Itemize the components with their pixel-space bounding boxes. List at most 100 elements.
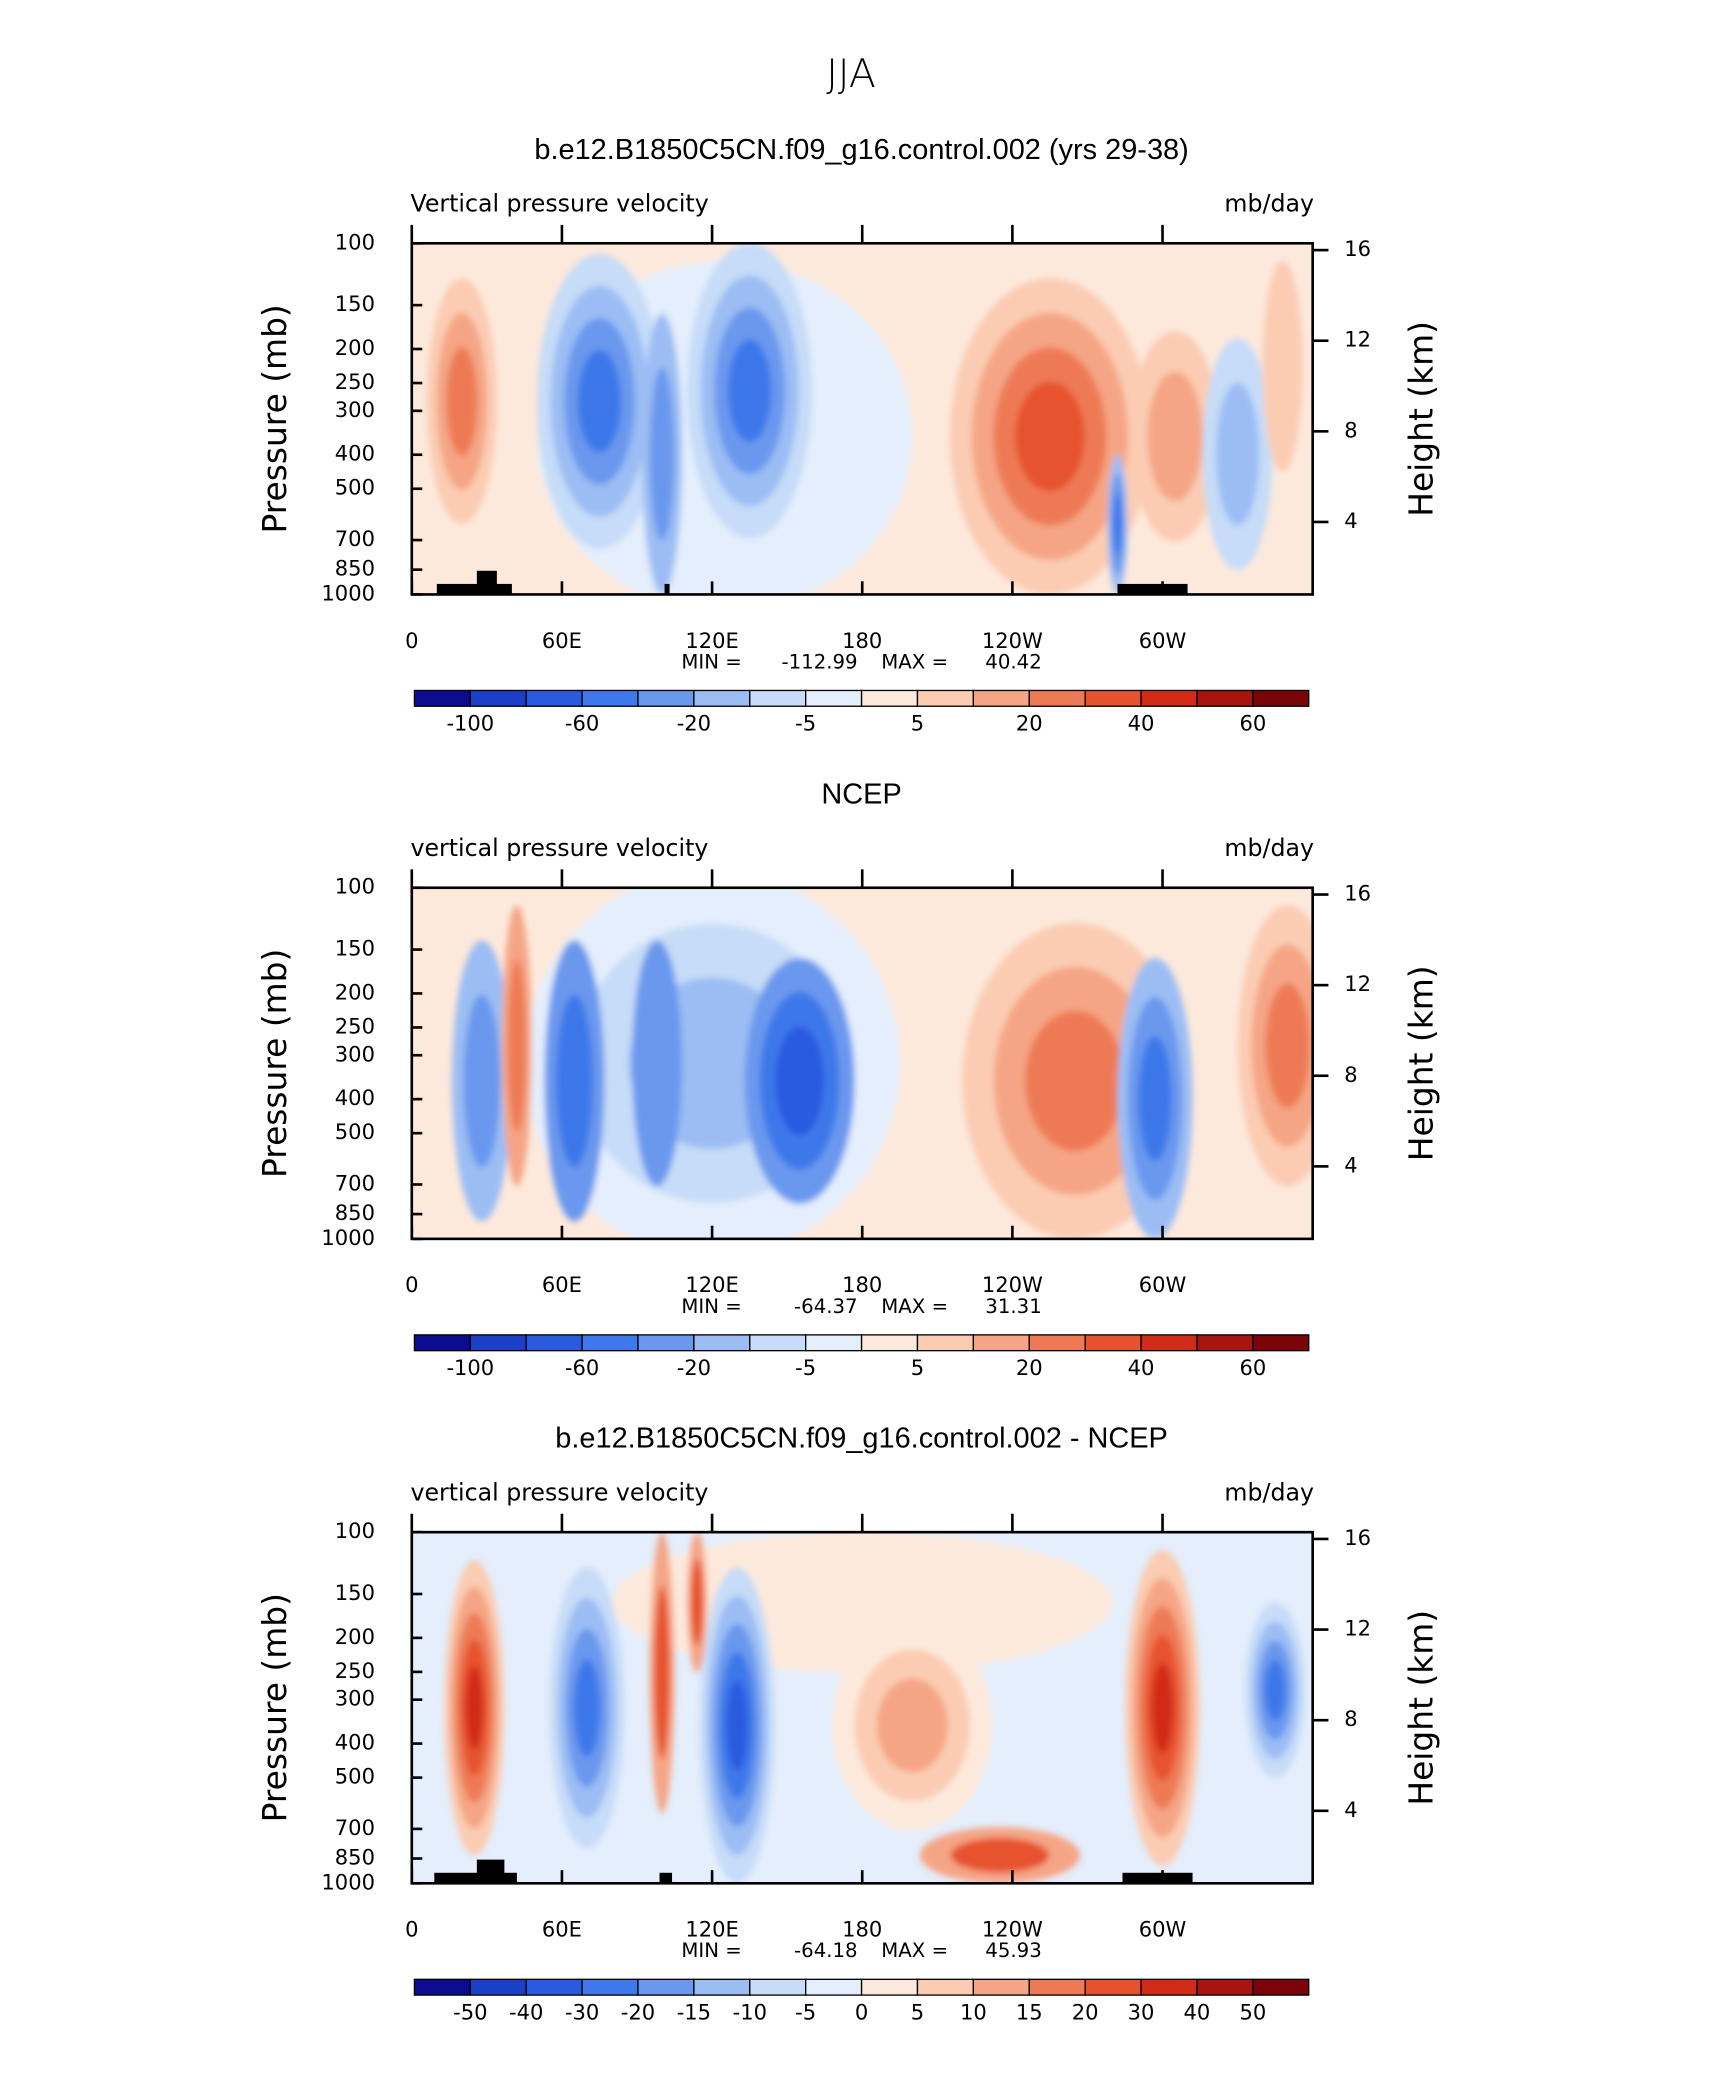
topography (1117, 583, 1188, 595)
colorbar-box (1028, 1978, 1086, 1996)
colorbar-label: 40 (1128, 1355, 1155, 1380)
y-axis-title: Pressure (mb) (255, 1593, 294, 1822)
colorbar-label: 20 (1016, 1355, 1043, 1380)
min-label: MIN = (681, 650, 741, 673)
colorbar-label: -100 (446, 711, 494, 736)
y2-tick-label: 4 (1344, 1152, 1357, 1177)
contour-region (1262, 260, 1303, 472)
colorbar-box (693, 1978, 751, 1996)
colorbar-label: -5 (795, 1355, 816, 1380)
colorbar-label: -100 (446, 1355, 494, 1380)
topography (434, 1872, 517, 1884)
contour-region (577, 350, 622, 453)
y-tick-label: 850 (335, 1200, 375, 1225)
y2-tick-label: 12 (1344, 327, 1371, 352)
x-tick-label: 120E (685, 628, 738, 653)
variable-label: Vertical pressure velocity (410, 190, 708, 218)
panel: NCEP vertical pressure velocity mb/day 0 60E… (255, 778, 1441, 1380)
y-tick-label: 300 (335, 1041, 375, 1066)
colorbar-label: -30 (565, 2000, 599, 2025)
panel-title: b.e12.B1850C5CN.f09_g16.control.002 - NC… (555, 1423, 1168, 1455)
colorbar-label: 60 (1239, 711, 1266, 736)
contour-region (1015, 381, 1085, 492)
y-tick-label: 1000 (321, 1869, 375, 1894)
colorbar-label: -5 (795, 711, 816, 736)
colorbar-box (693, 689, 751, 707)
figure-title: JJA (826, 51, 876, 97)
x-tick-label: 60W (1139, 1272, 1187, 1297)
topography (476, 1859, 505, 1884)
colorbar-label: -20 (677, 711, 711, 736)
y-tick-label: 300 (335, 397, 375, 422)
y-tick-label: 700 (335, 526, 375, 551)
y-tick-label: 200 (335, 1624, 375, 1649)
y-tick-label: 250 (335, 1658, 375, 1683)
colorbar-box (637, 689, 695, 707)
topography (664, 583, 670, 595)
units-label: mb/day (1224, 1479, 1314, 1507)
y2-tick-label: 16 (1344, 236, 1371, 261)
y2-tick-label: 8 (1344, 1706, 1357, 1731)
colorbar-label: -60 (565, 711, 599, 736)
colorbar-box (805, 1978, 863, 1996)
y-tick-label: 1000 (321, 580, 375, 605)
colorbar-label: 5 (911, 2000, 924, 2025)
colorbar-box (525, 1978, 583, 1996)
colorbar-label: 60 (1239, 1355, 1266, 1380)
y2-tick-label: 4 (1344, 1797, 1357, 1822)
y-tick-label: 400 (335, 1730, 375, 1755)
colorbar-box (749, 689, 807, 707)
colorbar-box (581, 1334, 639, 1352)
x-tick-label: 0 (405, 628, 418, 653)
y-tick-label: 100 (335, 1518, 375, 1543)
x-tick-label: 180 (842, 1272, 882, 1297)
y-axis-title: Pressure (mb) (255, 304, 294, 533)
y2-axis-title: Height (km) (1402, 965, 1441, 1161)
colorbar-label: 40 (1184, 2000, 1211, 2025)
colorbar-box (916, 1978, 975, 1996)
y-tick-label: 150 (335, 291, 375, 316)
y-tick-label: 500 (335, 1764, 375, 1789)
min-value: -64.37 (794, 1295, 858, 1318)
x-tick-label: 120W (982, 1272, 1043, 1297)
colorbar-label: 50 (1239, 2000, 1266, 2025)
contour-region (727, 339, 772, 443)
units-label: mb/day (1224, 190, 1314, 218)
colorbar-box (1140, 1334, 1198, 1352)
colorbar-label: 30 (1128, 2000, 1155, 2025)
colorbar-box (1028, 689, 1086, 707)
x-tick-label: 120E (685, 1272, 738, 1297)
contour-region (1151, 1662, 1174, 1753)
colorbar-box (581, 1978, 639, 1996)
colorbar-box (1252, 1978, 1310, 1996)
colorbar-label: -5 (795, 2000, 816, 2025)
max-value: 31.31 (985, 1295, 1041, 1318)
min-label: MIN = (681, 1295, 741, 1318)
max-value: 40.42 (985, 650, 1041, 673)
contour-region (632, 940, 683, 1187)
contour-region (555, 994, 593, 1168)
colorbar-label: -20 (621, 2000, 655, 2025)
colorbar-box (413, 1978, 471, 1996)
colorbar-box (972, 1978, 1030, 1996)
colorbar-box (525, 689, 583, 707)
topography (436, 583, 512, 595)
x-tick-label: 0 (405, 1917, 418, 1942)
panel: b.e12.B1850C5CN.f09_g16.control.002 (yrs… (255, 134, 1441, 736)
contour-region (465, 1665, 483, 1750)
colorbar-box (413, 1334, 471, 1352)
y-tick-label: 850 (335, 1845, 375, 1870)
colorbar-box (749, 1978, 807, 1996)
topography (476, 570, 497, 595)
colorbar-box (1196, 1334, 1254, 1352)
colorbar-box (693, 1334, 751, 1352)
colorbar-label: 40 (1128, 711, 1155, 736)
x-tick-label: 120W (982, 1917, 1043, 1942)
colorbar-box (1084, 1978, 1142, 1996)
y-tick-label: 400 (335, 1085, 375, 1110)
max-label: MAX = (881, 650, 948, 673)
min-value: -112.99 (782, 650, 858, 673)
colorbar-box (1252, 689, 1310, 707)
